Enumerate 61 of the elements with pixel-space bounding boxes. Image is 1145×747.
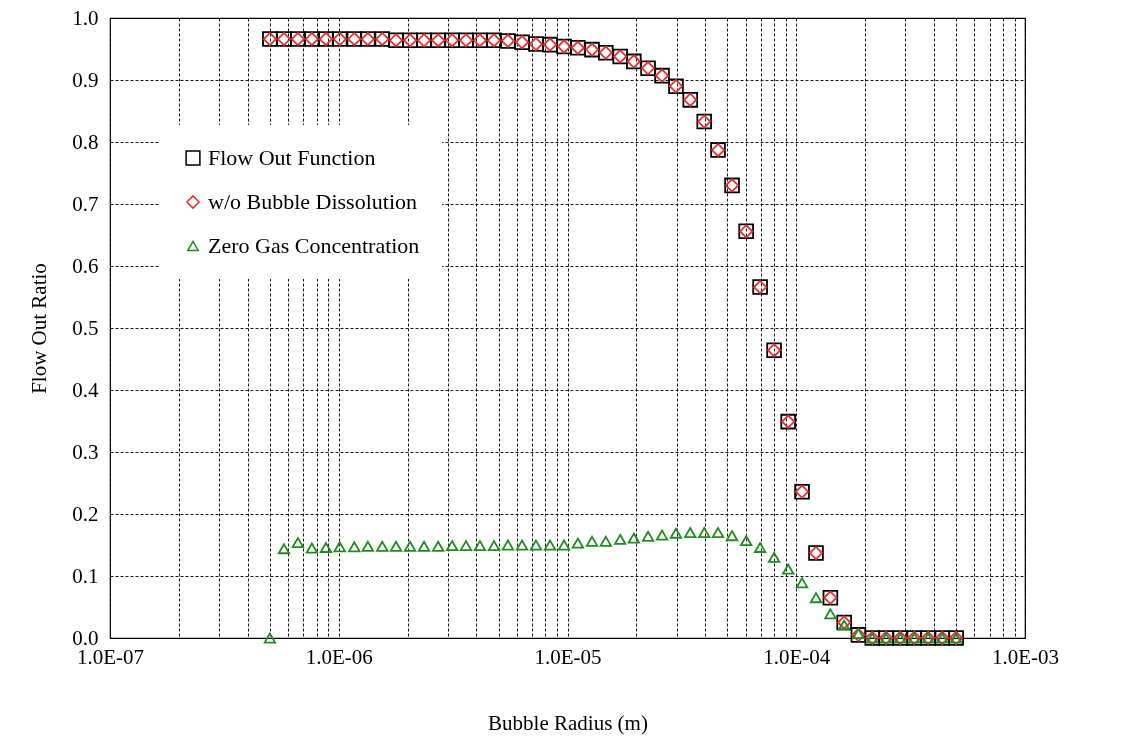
point — [767, 551, 781, 563]
point — [655, 529, 669, 541]
point — [795, 577, 809, 589]
point — [277, 543, 291, 555]
point — [599, 535, 612, 547]
point — [515, 539, 529, 551]
x-tick-label: 1.0E-04 — [763, 644, 831, 669]
point — [459, 540, 473, 552]
legend-label: Flow Out Function — [208, 145, 376, 170]
point — [698, 527, 711, 539]
point — [445, 540, 459, 552]
point — [571, 537, 585, 549]
point — [753, 542, 767, 553]
point — [557, 539, 571, 551]
x-tick-label: 1.0E-03 — [991, 644, 1060, 669]
point — [809, 592, 823, 604]
point — [725, 530, 739, 542]
legend-label: Zero Gas Concentration — [208, 233, 420, 258]
point — [403, 540, 417, 552]
point — [376, 540, 389, 552]
y-tick-label: 0.8 — [72, 129, 99, 154]
point — [782, 563, 795, 575]
x-tick-label: 1.0E-05 — [534, 644, 602, 669]
point — [824, 608, 837, 620]
point — [319, 542, 333, 553]
point — [684, 527, 697, 539]
legend-label: w/o Bubble Dissolution — [208, 189, 418, 214]
y-tick-label: 0.5 — [72, 315, 99, 340]
y-tick-label: 0.1 — [72, 563, 99, 588]
point — [711, 527, 725, 539]
point — [669, 527, 683, 539]
y-tick-label: 0.3 — [72, 439, 99, 464]
y-axis-title: Flow Out Ratio — [27, 263, 52, 394]
point — [529, 539, 543, 551]
point — [291, 537, 305, 548]
y-tick-label: 0.9 — [72, 67, 99, 92]
x-axis-title: Bubble Radius (m) — [488, 710, 648, 735]
point — [348, 541, 361, 553]
point — [305, 542, 319, 554]
point — [740, 535, 753, 547]
point — [432, 540, 445, 552]
point — [627, 532, 640, 544]
point — [487, 540, 501, 552]
point — [333, 541, 346, 553]
point — [263, 632, 277, 644]
point — [501, 539, 515, 551]
point — [614, 533, 627, 545]
point — [838, 619, 851, 631]
point — [417, 540, 431, 552]
y-tick-label: 0.4 — [72, 377, 99, 402]
x-tick-label: 1.0E-06 — [305, 644, 373, 669]
y-tick-label: 0.6 — [72, 253, 99, 278]
y-tick-label: 0.2 — [72, 501, 99, 526]
point — [585, 535, 599, 547]
point — [361, 540, 374, 552]
point — [543, 539, 557, 551]
point — [389, 540, 403, 552]
point — [473, 540, 487, 552]
point — [641, 530, 655, 542]
y-tick-label: 0.7 — [72, 191, 99, 216]
y-tick-label: 1.0 — [72, 5, 99, 30]
